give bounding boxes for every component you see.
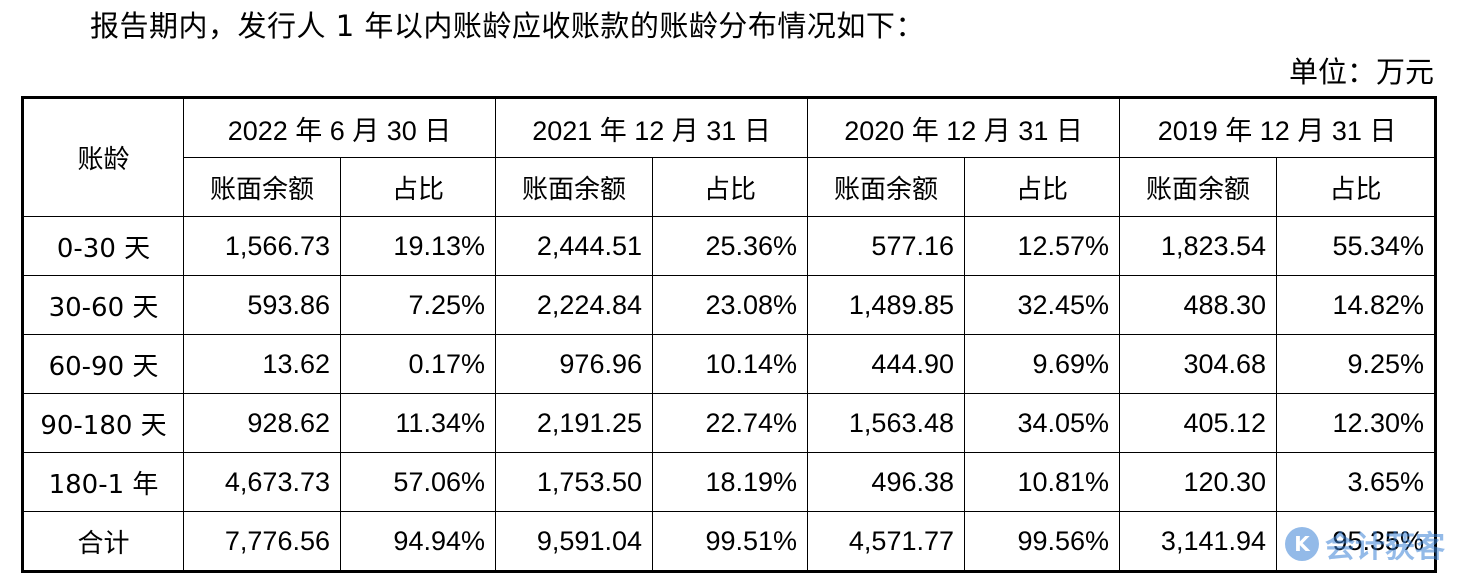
table-row: 180-1 年 4,673.73 57.06% 1,753.50 18.19% 496.3… <box>22 452 1437 512</box>
ratio-cell: 10.14% <box>651 334 809 394</box>
table-row: 0-30 天 1,566.73 19.13% 2,444.51 25.36% 577.16… <box>22 216 1437 276</box>
aging-table: 账龄 2022 年 6 月 30 日 2021 年 12 月 31 日 2020… <box>21 96 1438 573</box>
row-label-cell: 60-90 天 <box>22 334 184 394</box>
balance-cell: 2,224.84 <box>495 275 653 335</box>
balance-cell: 1,563.48 <box>807 393 966 453</box>
balance-cell: 405.12 <box>1119 393 1278 453</box>
period-header: 2020 年 12 月 31 日 <box>807 97 1121 158</box>
ratio-cell: 22.74% <box>651 393 809 453</box>
row-label-cell: 180-1 年 <box>22 452 184 512</box>
ratio-cell: 9.69% <box>964 334 1121 394</box>
table-row: 合计 7,776.56 94.94% 9,591.04 99.51% 4,571.77 99… <box>22 511 1437 572</box>
balance-cell: 577.16 <box>807 216 966 276</box>
ratio-cell: 55.34% <box>1276 216 1437 276</box>
ratio-cell: 57.06% <box>340 452 496 512</box>
table-row: 60-90 天 13.62 0.17% 976.96 10.14% 444.90 9.69%… <box>22 334 1437 394</box>
row-label-cell: 90-180 天 <box>22 393 184 453</box>
row-label-cell: 0-30 天 <box>22 216 184 276</box>
ratio-cell: 19.13% <box>340 216 496 276</box>
ratio-cell: 9.25% <box>1276 334 1437 394</box>
sub-header-ratio: 占比 <box>651 157 809 217</box>
period-header: 2022 年 6 月 30 日 <box>183 97 496 158</box>
ratio-cell: 3.65% <box>1276 452 1437 512</box>
period-header: 2019 年 12 月 31 日 <box>1119 97 1437 158</box>
table-row: 90-180 天 928.62 11.34% 2,191.25 22.74% 1,563.… <box>22 393 1437 453</box>
table-body: 0-30 天 1,566.73 19.13% 2,444.51 25.36% 577.16… <box>22 216 1437 572</box>
header-row-subheaders: 账面余额 占比 账面余额 占比 账面余额 占比 账面余额 占比 <box>23 157 1437 217</box>
sub-header-ratio: 占比 <box>964 157 1121 217</box>
header-row-periods: 账龄 2022 年 6 月 30 日 2021 年 12 月 31 日 2020… <box>22 97 1437 217</box>
sub-header-balance: 账面余额 <box>495 157 653 217</box>
sub-header-balance: 账面余额 <box>807 157 966 217</box>
balance-cell: 4,571.77 <box>807 511 966 572</box>
ratio-cell: 14.82% <box>1276 275 1437 335</box>
sub-header-balance: 账面余额 <box>1119 157 1278 217</box>
balance-cell: 7,776.56 <box>183 511 341 572</box>
balance-cell: 2,191.25 <box>495 393 653 453</box>
aging-header-cell: 账龄 <box>22 97 184 217</box>
ratio-cell: 95.35% <box>1276 511 1437 572</box>
balance-cell: 4,673.73 <box>183 452 341 512</box>
balance-cell: 120.30 <box>1119 452 1278 512</box>
balance-cell: 976.96 <box>495 334 653 394</box>
row-label-cell: 30-60 天 <box>22 275 184 335</box>
ratio-cell: 11.34% <box>340 393 496 453</box>
sub-header-balance: 账面余额 <box>183 157 341 217</box>
balance-cell: 444.90 <box>807 334 966 394</box>
ratio-cell: 32.45% <box>964 275 1121 335</box>
ratio-cell: 34.05% <box>964 393 1121 453</box>
ratio-cell: 99.56% <box>964 511 1121 572</box>
balance-cell: 928.62 <box>183 393 341 453</box>
ratio-cell: 18.19% <box>651 452 809 512</box>
balance-cell: 304.68 <box>1119 334 1278 394</box>
balance-cell: 496.38 <box>807 452 966 512</box>
intro-paragraph: 报告期内，发行人 1 年以内账龄应收账款的账龄分布情况如下： <box>90 9 925 43</box>
balance-cell: 9,591.04 <box>495 511 653 572</box>
balance-cell: 1,489.85 <box>807 275 966 335</box>
sub-header-ratio: 占比 <box>1276 157 1437 217</box>
ratio-cell: 94.94% <box>340 511 496 572</box>
ratio-cell: 99.51% <box>651 511 809 572</box>
balance-cell: 1,823.54 <box>1119 216 1278 276</box>
ratio-cell: 12.57% <box>964 216 1121 276</box>
ratio-cell: 0.17% <box>340 334 496 394</box>
ratio-cell: 7.25% <box>340 275 496 335</box>
balance-cell: 1,566.73 <box>183 216 341 276</box>
period-header: 2021 年 12 月 31 日 <box>494 97 809 158</box>
unit-label: 单位：万元 <box>1288 55 1434 89</box>
table-row: 30-60 天 593.86 7.25% 2,224.84 23.08% 1,489.85… <box>22 275 1437 335</box>
ratio-cell: 25.36% <box>651 216 809 276</box>
balance-cell: 13.62 <box>183 334 341 394</box>
ratio-cell: 10.81% <box>964 452 1121 512</box>
balance-cell: 488.30 <box>1119 275 1278 335</box>
balance-cell: 2,444.51 <box>495 216 653 276</box>
balance-cell: 593.86 <box>183 275 341 335</box>
ratio-cell: 12.30% <box>1276 393 1437 453</box>
balance-cell: 1,753.50 <box>495 452 653 512</box>
row-label-cell: 合计 <box>22 511 184 572</box>
balance-cell: 3,141.94 <box>1119 511 1278 572</box>
ratio-cell: 23.08% <box>651 275 809 335</box>
sub-header-ratio: 占比 <box>340 157 496 217</box>
